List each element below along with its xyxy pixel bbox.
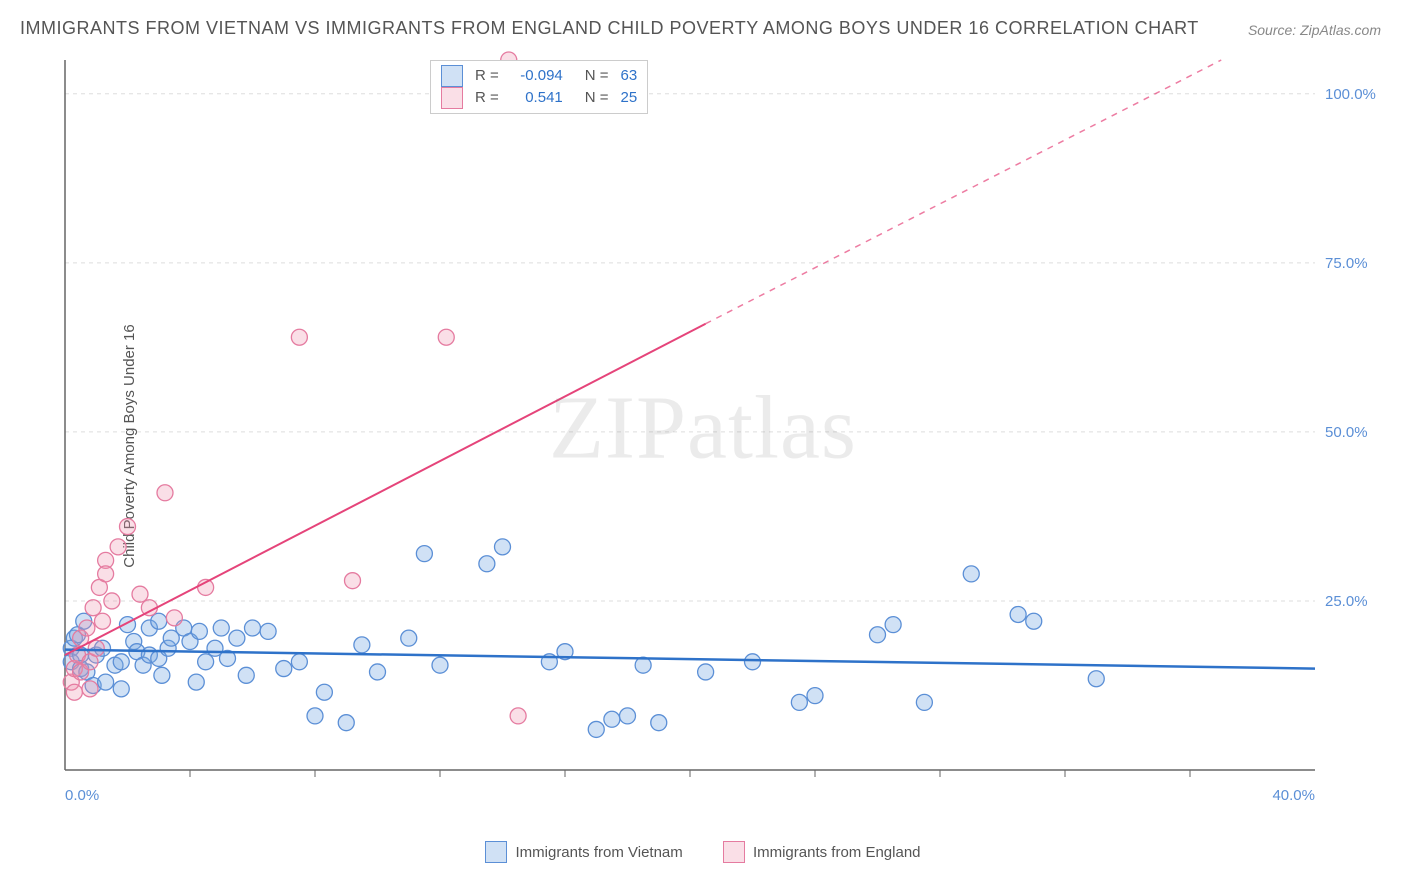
svg-text:100.0%: 100.0% — [1325, 86, 1376, 103]
legend-item-england: Immigrants from England — [723, 841, 921, 863]
legend-row-england: R = 0.541 N = 25 — [441, 87, 637, 109]
svg-text:75.0%: 75.0% — [1325, 255, 1368, 272]
scatter-chart: 25.0% 50.0% 75.0% 100.0% 0.0% 40.0% — [55, 50, 1385, 810]
r-label: R = — [475, 87, 499, 109]
swatch-blue — [441, 65, 463, 87]
svg-text:25.0%: 25.0% — [1325, 593, 1368, 610]
swatch-pink — [441, 87, 463, 109]
chart-area: 25.0% 50.0% 75.0% 100.0% 0.0% 40.0% — [55, 50, 1385, 810]
svg-text:40.0%: 40.0% — [1272, 787, 1315, 804]
n-value-england: 25 — [621, 87, 638, 109]
chart-title: IMMIGRANTS FROM VIETNAM VS IMMIGRANTS FR… — [20, 18, 1199, 39]
r-value-england: 0.541 — [507, 87, 563, 109]
r-label: R = — [475, 65, 499, 87]
source-attribution: Source: ZipAtlas.com — [1248, 22, 1381, 38]
svg-text:0.0%: 0.0% — [65, 787, 99, 804]
series-legend: Immigrants from Vietnam Immigrants from … — [0, 841, 1406, 867]
swatch-pink — [723, 841, 745, 863]
svg-text:50.0%: 50.0% — [1325, 424, 1368, 441]
legend-label: Immigrants from England — [753, 844, 921, 861]
legend-label: Immigrants from Vietnam — [515, 844, 682, 861]
correlation-legend: R = -0.094 N = 63 R = 0.541 N = 25 — [430, 60, 648, 114]
legend-item-vietnam: Immigrants from Vietnam — [485, 841, 682, 863]
n-label: N = — [585, 87, 609, 109]
r-value-vietnam: -0.094 — [507, 65, 563, 87]
n-value-vietnam: 63 — [621, 65, 638, 87]
legend-row-vietnam: R = -0.094 N = 63 — [441, 65, 637, 87]
swatch-blue — [485, 841, 507, 863]
n-label: N = — [585, 65, 609, 87]
